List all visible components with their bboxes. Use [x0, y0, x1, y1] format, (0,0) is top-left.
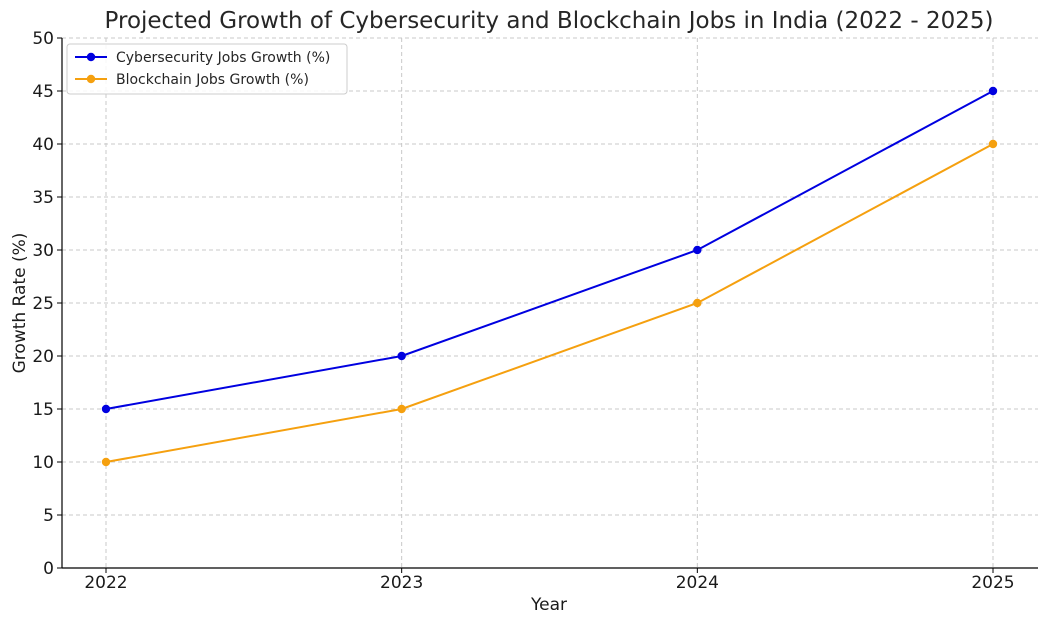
y-tick-label: 20: [32, 347, 54, 367]
legend-swatch-marker: [86, 74, 96, 84]
series-0-point: [693, 245, 702, 255]
series-1-point: [693, 298, 702, 308]
series-1-point: [988, 139, 998, 149]
y-tick-label: 15: [32, 400, 54, 420]
y-tick-label: 0: [43, 559, 54, 579]
legend-swatch-marker: [86, 52, 96, 62]
series-line-0: [105, 90, 994, 410]
y-tick-label: 40: [32, 135, 54, 155]
y-tick-label: 30: [32, 241, 54, 261]
series-0-point: [101, 404, 111, 414]
x-tick-label: 2023: [380, 573, 423, 593]
y-tick-label: 45: [32, 82, 54, 102]
x-tick-label: 2024: [676, 573, 719, 593]
y-axis-label: Growth Rate (%): [10, 233, 30, 374]
y-tick-label: 35: [32, 188, 54, 208]
series-line-1: [105, 143, 994, 463]
legend-label: Cybersecurity Jobs Growth (%): [116, 50, 330, 66]
y-tick-label: 25: [32, 294, 54, 314]
legend: Cybersecurity Jobs Growth (%) Blockchain …: [66, 43, 348, 95]
x-axis-label: Year: [530, 595, 567, 615]
series-0-point: [988, 86, 998, 96]
series-layer: [101, 86, 998, 467]
x-tick-label: 2025: [971, 573, 1014, 593]
legend-label: Blockchain Jobs Growth (%): [116, 72, 309, 88]
series-1-point: [101, 457, 111, 467]
series-1-point: [397, 404, 406, 414]
y-tick-label: 50: [32, 29, 54, 49]
x-tick-label: 2022: [84, 573, 127, 593]
series-0-point: [397, 351, 406, 361]
y-tick-label: 10: [32, 453, 54, 473]
chart-title: Projected Growth of Cybersecurity and Bl…: [105, 8, 994, 34]
y-tick-label: 5: [43, 506, 54, 526]
legend-box: [66, 43, 348, 95]
